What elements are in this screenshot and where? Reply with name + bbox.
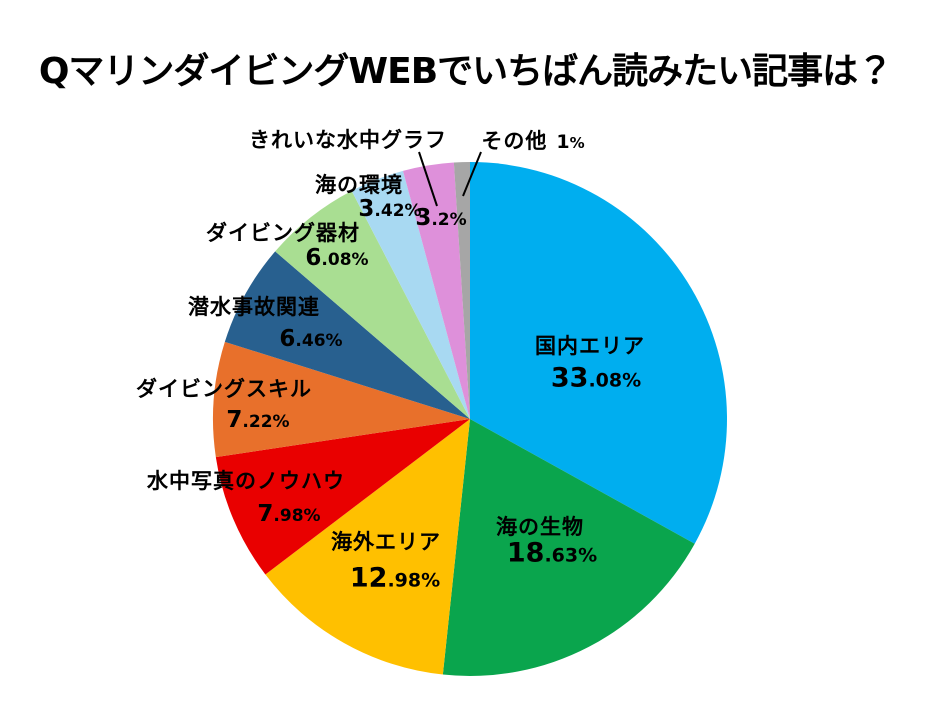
pie-slice[interactable] — [470, 162, 727, 544]
pie-slice[interactable] — [453, 162, 470, 419]
pie-slice[interactable] — [213, 341, 470, 458]
leader-line — [418, 151, 438, 207]
pie-slice[interactable] — [275, 190, 470, 419]
chart-title: QマリンダイビングWEBでいちばん読みたい記事は？ — [38, 51, 893, 92]
pie-slice[interactable] — [224, 251, 470, 419]
pie-slice[interactable] — [402, 162, 470, 419]
pie-slice[interactable] — [442, 419, 695, 676]
pie-slice[interactable] — [351, 170, 470, 419]
leader-line — [462, 151, 482, 197]
pie-slice[interactable] — [265, 419, 470, 675]
pie-slice[interactable] — [215, 419, 470, 575]
